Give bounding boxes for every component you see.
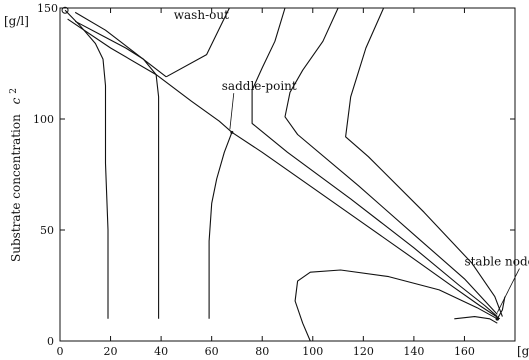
annotation-label: wash-out: [174, 8, 229, 22]
x-tick-label: 20: [104, 345, 118, 358]
x-tick-label: 60: [205, 345, 219, 358]
stable-node-marker: [495, 317, 500, 321]
saddle-point-marker: [230, 130, 234, 134]
trajectory-12: [496, 296, 506, 320]
annotation-leader-line: [229, 93, 235, 130]
trajectory-9: [345, 7, 503, 317]
y-tick-label: 100: [33, 113, 54, 126]
y-tick-label-top: 150: [37, 2, 58, 15]
annotation-label: stable node: [464, 255, 529, 269]
trajectory-6: [208, 132, 233, 319]
annotation-label: saddle-point: [222, 79, 297, 93]
trajectory-2: [165, 7, 230, 78]
x-axis-unit-label: [g/l: [517, 344, 529, 358]
trajectories: [64, 7, 506, 342]
trajectory-10: [294, 269, 498, 342]
y-tick-label: 0: [47, 335, 54, 348]
point-markers: [61, 6, 500, 321]
y-axis-ticks: 0 50 100: [33, 113, 515, 348]
trajectory-8: [284, 7, 498, 315]
y-axis-label-subscript: 2: [9, 88, 19, 94]
svg-text:Substrate concentration: Substrate concentration c 2: [9, 88, 23, 262]
y-axis-unit-label: [g/l]: [4, 14, 29, 28]
x-tick-label: 160: [454, 345, 475, 358]
trajectory-7: [251, 7, 498, 318]
trajectory-4: [74, 20, 160, 319]
x-tick-label: 80: [255, 345, 269, 358]
x-tick-label: 0: [57, 345, 64, 358]
x-axis-ticks: 0 20 40 60 80 100 120 140 160: [57, 8, 475, 358]
plot-frame: [59, 7, 516, 342]
y-tick-label: 50: [40, 224, 54, 237]
x-tick-label: 40: [154, 345, 168, 358]
x-tick-label: 100: [302, 345, 323, 358]
y-axis-label-text: Substrate concentration: [9, 114, 23, 262]
trajectory-11: [454, 316, 498, 324]
x-tick-label: 120: [353, 345, 374, 358]
start-point-marker: [61, 6, 69, 14]
trajectory-1: [74, 11, 167, 78]
y-axis-label-symbol: c: [9, 97, 23, 104]
trajectory-5: [67, 18, 501, 320]
x-tick-label: 140: [403, 345, 424, 358]
y-axis-label: Substrate concentration c 2: [9, 88, 23, 262]
annotation-leader-line: [496, 268, 520, 313]
trajectory-3: [64, 9, 109, 319]
annotations: wash-out saddle-point stable node: [174, 8, 529, 313]
